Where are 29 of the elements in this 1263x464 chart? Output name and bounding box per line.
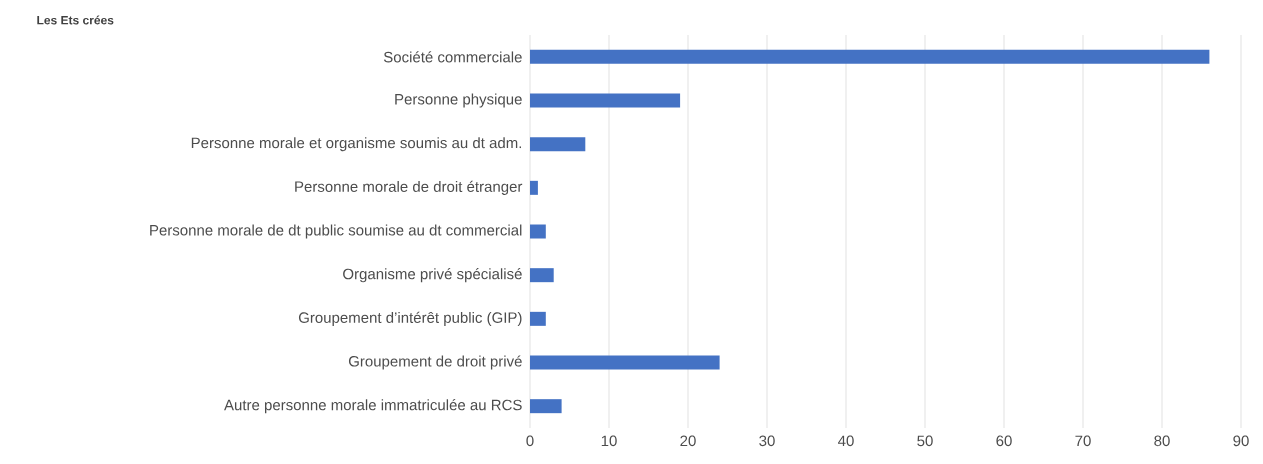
x-tick-label: 70 [1075, 435, 1091, 447]
bar [530, 93, 681, 108]
y-tick-label: Société commerciale [383, 51, 522, 63]
bar [530, 180, 538, 195]
bar [530, 311, 546, 326]
bar [530, 355, 720, 370]
text: Les Ets crées [37, 15, 114, 25]
bar [530, 268, 554, 283]
bar [530, 137, 586, 152]
y-tick-label: Personne morale de droit étranger [295, 180, 523, 195]
y-tick-label: Organisme privé spécialisé [343, 268, 522, 283]
y-tick-label: Personne morale de dt public soumise au dt commercial [150, 224, 522, 239]
x-tick-label: 10 [601, 435, 617, 447]
bar [530, 49, 1210, 64]
x-tick-label: 80 [1154, 435, 1170, 447]
bar [530, 399, 562, 414]
x-tick-label: 0 [526, 435, 534, 447]
x-tick-label: 60 [996, 435, 1012, 447]
x-tick-label: 50 [917, 435, 933, 447]
y-tick-label: Personne morale et organisme soumis au dt adm. [191, 137, 522, 152]
y-tick-label: Groupement de droit privé [348, 355, 522, 370]
y-tick-label: Groupement d’intérêt public (GIP) [298, 311, 522, 326]
x-tick-label: 90 [1233, 435, 1249, 447]
y-tick-label: Autre personne morale immatriculée au RCS [224, 399, 522, 414]
x-tick-label: 20 [680, 435, 696, 447]
y-tick-label: Personne physique [395, 93, 522, 108]
x-tick-label: 30 [759, 435, 775, 447]
x-tick-label: 40 [838, 435, 854, 447]
bar [530, 224, 546, 239]
